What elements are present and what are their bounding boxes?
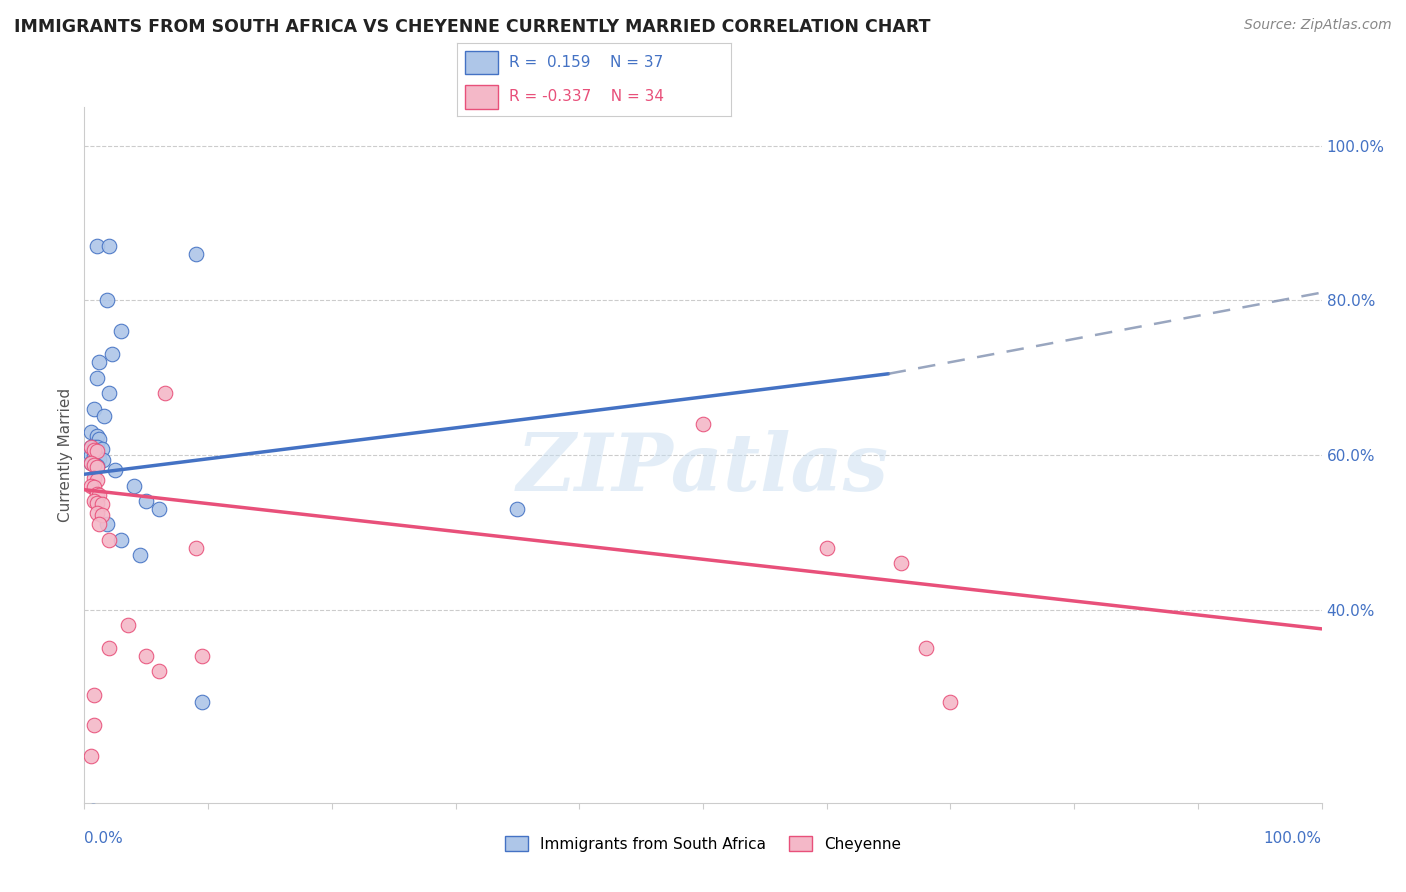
Point (86, 428, 108, 442)
Point (135, 648, 157, 663)
Point (93, 409, 115, 424)
Point (98, 533, 121, 547)
Point (79, 440, 101, 454)
Point (692, 417, 714, 431)
Point (91, 452, 114, 467)
Point (90, 508, 112, 523)
Point (153, 386, 176, 401)
Point (98, 641, 121, 656)
Point (86, 496, 108, 510)
Point (148, 665, 170, 679)
Point (86, 473, 108, 487)
Point (148, 502, 170, 516)
Text: R = -0.337    N = 34: R = -0.337 N = 34 (509, 89, 664, 104)
Point (89, 451, 111, 466)
Point (129, 549, 152, 563)
Text: R =  0.159    N = 37: R = 0.159 N = 37 (509, 55, 664, 70)
Point (939, 695, 962, 709)
Point (83, 401, 105, 416)
Point (79, 448, 101, 462)
Point (83, 494, 105, 508)
Point (122, 479, 145, 493)
Point (83, 442, 105, 457)
Point (79, 440, 101, 454)
Point (184, 247, 207, 261)
Text: Source: ZipAtlas.com: Source: ZipAtlas.com (1244, 18, 1392, 32)
Point (98, 239, 121, 253)
Text: 0.0%: 0.0% (84, 830, 124, 846)
Point (86, 239, 108, 253)
Point (86, 486, 108, 500)
Point (79, 425, 101, 439)
Point (184, 541, 207, 555)
Point (83, 457, 105, 471)
Point (89, 355, 111, 369)
Point (86, 506, 108, 520)
Point (83, 480, 105, 494)
Point (135, 494, 157, 508)
Text: IMMIGRANTS FROM SOUTH AFRICA VS CHEYENNE CURRENTLY MARRIED CORRELATION CHART: IMMIGRANTS FROM SOUTH AFRICA VS CHEYENNE… (14, 18, 931, 36)
Point (79, 456, 101, 470)
FancyBboxPatch shape (465, 86, 498, 109)
Point (96, 293, 118, 308)
Point (86, 444, 108, 458)
Point (83, 458, 105, 472)
Point (90, 442, 112, 456)
Text: ZIPatlas: ZIPatlas (517, 430, 889, 508)
Y-axis label: Currently Married: Currently Married (58, 388, 73, 522)
Point (117, 618, 139, 632)
Point (79, 456, 101, 470)
Point (191, 648, 214, 663)
Point (506, 502, 529, 516)
Point (110, 533, 132, 547)
Point (83, 450, 105, 464)
Point (83, 688, 105, 702)
Legend: Immigrants from South Africa, Cheyenne: Immigrants from South Africa, Cheyenne (499, 830, 907, 858)
Point (83, 471, 105, 485)
Point (79, 749, 101, 764)
Point (89, 433, 111, 447)
Point (914, 641, 936, 656)
Text: 100.0%: 100.0% (1264, 830, 1322, 846)
Point (89, 517, 111, 532)
Point (86, 459, 108, 474)
Point (90, 497, 112, 511)
Point (89, 488, 111, 502)
Point (890, 556, 912, 570)
Point (82, 804, 104, 818)
Point (100, 347, 122, 361)
FancyBboxPatch shape (465, 51, 498, 74)
Point (86, 458, 108, 473)
Point (86, 450, 108, 465)
Point (191, 695, 214, 709)
Point (86, 370, 108, 384)
Point (98, 386, 121, 401)
Point (83, 440, 105, 454)
Point (79, 479, 101, 493)
Point (86, 440, 108, 454)
Point (96, 517, 118, 532)
Point (815, 541, 838, 555)
Point (110, 324, 132, 338)
Point (104, 463, 127, 477)
Point (83, 718, 105, 732)
